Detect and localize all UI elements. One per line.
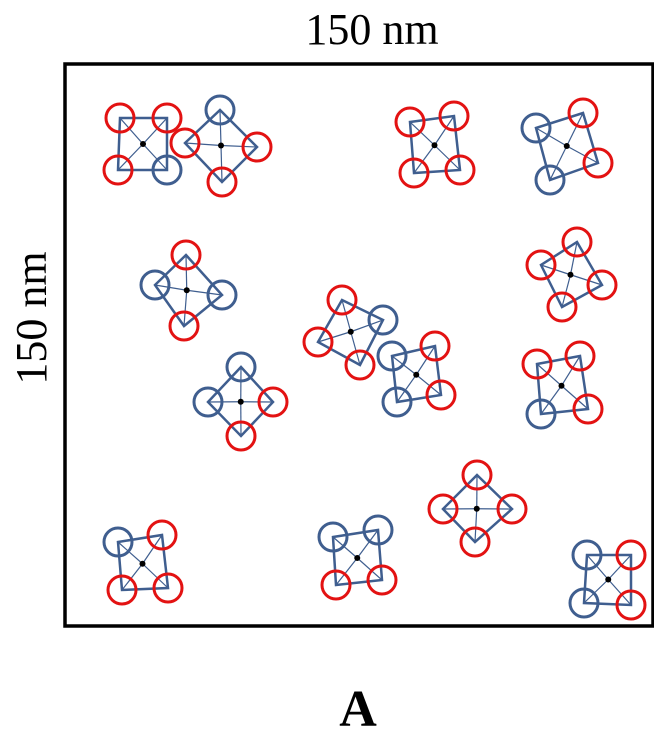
molecule	[319, 516, 396, 599]
molecule	[171, 96, 271, 196]
molecule	[523, 342, 602, 428]
molecule	[104, 104, 181, 184]
motifs	[104, 96, 645, 619]
molecule	[141, 241, 236, 340]
molecule	[396, 102, 474, 187]
center-dot	[559, 383, 565, 389]
center-dot	[354, 555, 360, 561]
diagram: 150 nm 150 nm A	[0, 0, 654, 740]
center-dot	[432, 142, 438, 148]
center-dot	[605, 577, 611, 583]
top-dimension-label: 150 nm	[305, 5, 438, 54]
molecule	[104, 521, 182, 604]
molecule	[429, 461, 526, 556]
panel-label: A	[339, 681, 377, 738]
center-dot	[238, 399, 244, 405]
arm	[186, 255, 187, 290]
arm	[185, 143, 221, 146]
center-dot	[218, 143, 224, 149]
center-dot	[140, 141, 146, 147]
center-dot	[348, 329, 354, 335]
side-dimension-label: 150 nm	[7, 251, 56, 384]
center-dot	[413, 372, 419, 378]
molecule	[522, 99, 612, 194]
arm	[475, 509, 477, 542]
molecule	[570, 541, 645, 619]
arm	[220, 110, 221, 146]
frame	[65, 64, 653, 626]
arm	[184, 290, 187, 326]
center-dot	[140, 561, 146, 567]
center-dot	[564, 143, 570, 149]
arm	[221, 146, 257, 148]
arm	[155, 285, 187, 290]
center-dot	[568, 272, 574, 278]
arm	[221, 146, 222, 183]
center-dot	[184, 287, 190, 293]
molecule	[378, 332, 455, 416]
molecule	[194, 353, 287, 450]
center-dot	[474, 506, 480, 512]
molecule	[527, 228, 616, 321]
